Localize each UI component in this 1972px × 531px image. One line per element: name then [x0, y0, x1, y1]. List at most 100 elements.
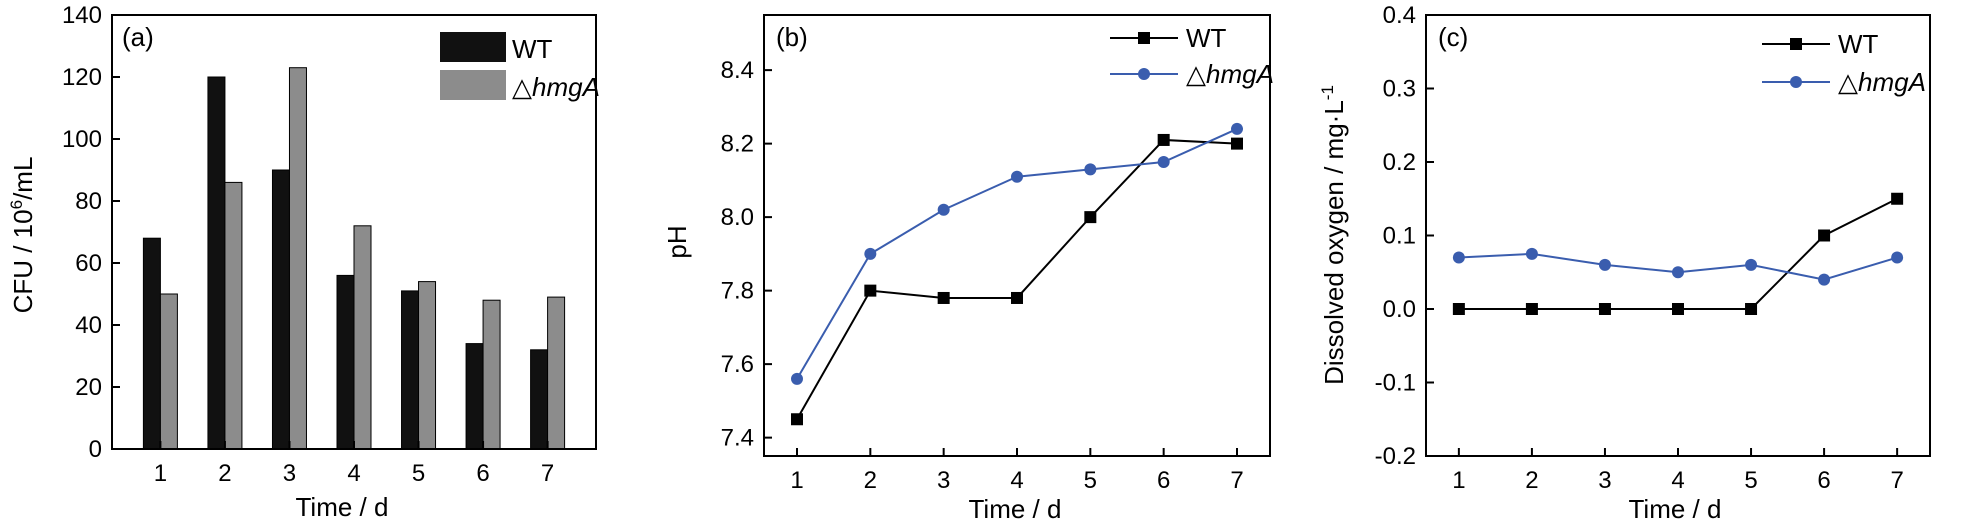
point-wt-day4	[1011, 291, 1023, 304]
ytick-label: 8.2	[721, 131, 754, 158]
xtick-label: 7	[1890, 467, 1903, 494]
panel-a-ytick-label: 120	[62, 64, 102, 91]
point-wt-day1	[1452, 303, 1465, 315]
panel-a-xtick-label: 4	[347, 460, 360, 487]
point-wt-day3	[1598, 303, 1611, 315]
bar-wt-day5	[401, 290, 420, 450]
legend-label-hmga-prefix: △	[512, 72, 532, 102]
panel-a-ytick-label: 40	[75, 312, 102, 339]
panel-a-xtick-label: 3	[283, 460, 296, 487]
point-hmga-day2	[864, 247, 877, 260]
bar-hmga-day4	[353, 225, 372, 450]
panel-c-legend: WT △hmgA	[1762, 29, 1926, 97]
xtick-label: 4	[1671, 467, 1684, 494]
xtick-label: 3	[1598, 467, 1611, 494]
xtick-label: 5	[1744, 467, 1757, 494]
point-hmga-day6	[1157, 156, 1170, 168]
panel-a-xtick-label: 7	[541, 460, 554, 487]
ytick-label: 0.1	[1383, 223, 1416, 250]
ytick-label: 7.4	[721, 425, 754, 452]
xtick-label: 6	[1157, 467, 1170, 494]
point-hmga-day6	[1818, 273, 1831, 286]
panel-b-label: (b)	[776, 22, 808, 52]
panel-b-xlabel: Time / d	[969, 494, 1062, 524]
point-wt-day6	[1157, 133, 1170, 146]
ytick-label: 8.4	[721, 57, 754, 84]
panel-b-legend: WT △hmgA	[1110, 23, 1274, 89]
bar-wt-day6	[465, 343, 484, 450]
xtick-label: 7	[1230, 467, 1243, 494]
legend-marker-wt	[1790, 38, 1802, 50]
point-wt-day7	[1231, 137, 1243, 150]
bar-wt-day3	[271, 169, 290, 450]
legend-marker-wt	[1138, 32, 1150, 44]
bar-hmga-day5	[418, 281, 437, 450]
ytick-label: 7.8	[721, 278, 754, 305]
point-hmga-day3	[1598, 258, 1611, 271]
panel-a-ytick-label: 80	[75, 188, 102, 215]
point-hmga-day4	[1672, 266, 1684, 279]
xtick-label: 1	[1452, 467, 1465, 494]
panel-a-label: (a)	[122, 22, 154, 52]
xtick-label: 2	[864, 467, 877, 494]
ytick-label: -0.2	[1375, 443, 1416, 470]
panel-b-line-chart: (b) Time / d pH WT △hmgA 7.4 7.6 7.8 8.0 8.2…	[662, 14, 1274, 524]
legend-label-hmga: △hmgA	[1186, 59, 1274, 89]
bar-hmga-day1	[159, 293, 178, 450]
legend-label-wt: WT	[512, 34, 553, 64]
legend-swatch-wt	[440, 32, 506, 62]
panel-a-ylabel: CFU / 106/mL	[7, 157, 38, 314]
legend-label-hmga-prefix: △	[1186, 59, 1206, 89]
point-hmga-day5	[1745, 258, 1758, 271]
point-wt-day2	[864, 284, 877, 297]
point-hmga-day1	[1452, 251, 1465, 264]
panel-c-ylabel-main: Dissolved oxygen / mg·L	[1319, 100, 1349, 385]
point-wt-day7	[1891, 192, 1904, 205]
panel-a-xtick-label: 6	[476, 460, 489, 487]
point-hmga-day7	[1891, 251, 1904, 264]
panel-b-ylabel: pH	[662, 225, 692, 258]
legend-marker-hmga	[1790, 76, 1802, 88]
xtick-label: 4	[1010, 467, 1023, 494]
bar-wt-day1	[142, 237, 161, 450]
panel-a-ytick-label: 100	[62, 126, 102, 153]
xtick-label: 6	[1817, 467, 1830, 494]
point-wt-day6	[1818, 229, 1831, 242]
legend-label-hmga-prefix: △	[1838, 67, 1858, 97]
panel-c-label: (c)	[1438, 22, 1468, 52]
point-wt-day5	[1084, 211, 1097, 224]
panel-a-ytick-label: 20	[75, 374, 102, 401]
ytick-label: 8.0	[721, 204, 754, 231]
ytick-label: 0.4	[1383, 2, 1416, 29]
bar-hmga-day2	[224, 181, 243, 450]
legend-marker-hmga	[1138, 68, 1150, 80]
point-wt-day5	[1745, 303, 1758, 315]
panel-c-line-chart: (c) Time / d Dissolved oxygen / mg·L-1 W…	[1318, 2, 1931, 524]
panel-a-xtick-label: 1	[154, 460, 167, 487]
ytick-label: 7.6	[721, 351, 754, 378]
bar-wt-day7	[530, 349, 549, 450]
panel-a-ylabel-sup: 6	[7, 200, 26, 209]
legend-swatch-hmga	[440, 70, 506, 100]
xtick-label: 3	[937, 467, 950, 494]
point-wt-day4	[1672, 303, 1684, 315]
ytick-label: 0.0	[1383, 296, 1416, 323]
panel-a-bar-chart: (a) Time / d CFU / 106/mL WT △hmgA 02040…	[7, 2, 600, 522]
point-wt-day1	[791, 413, 803, 426]
panel-a-xtick-label: 2	[218, 460, 231, 487]
xtick-label: 2	[1525, 467, 1538, 494]
legend-label-hmga: △hmgA	[1838, 67, 1926, 97]
panel-c-xlabel: Time / d	[1629, 494, 1722, 524]
xtick-label: 5	[1084, 467, 1097, 494]
legend-label-wt: WT	[1838, 29, 1879, 59]
panel-a-ylabel-main: CFU / 10	[8, 209, 38, 313]
point-hmga-day4	[1011, 170, 1023, 183]
series-line-hmga	[796, 128, 1238, 380]
panel-a-xlabel: Time / d	[296, 492, 389, 522]
panel-a-xtick-label: 5	[412, 460, 425, 487]
point-wt-day2	[1525, 303, 1538, 315]
legend-label-wt: WT	[1186, 23, 1227, 53]
point-hmga-day7	[1231, 122, 1243, 135]
panel-a-ylabel-suffix: /mL	[8, 157, 38, 200]
panel-c-ylabel: Dissolved oxygen / mg·L-1	[1318, 85, 1349, 385]
